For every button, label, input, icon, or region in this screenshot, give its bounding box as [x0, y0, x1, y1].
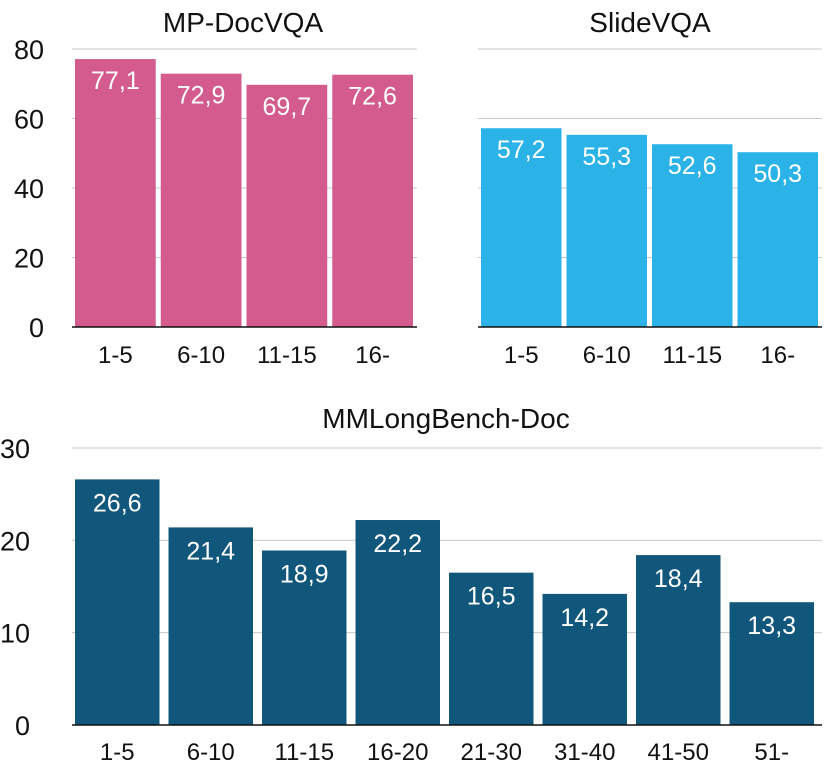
bar [542, 593, 627, 725]
data-label: 52,6 [668, 152, 717, 180]
data-label: 26,6 [93, 489, 142, 517]
data-label: 50,3 [753, 160, 802, 188]
x-tick-label: 31-40 [554, 739, 615, 766]
bar [566, 134, 647, 327]
y-tick-label: 30 [0, 434, 30, 464]
x-tick-label: 16-20 [367, 739, 428, 766]
bar [729, 602, 814, 725]
x-tick-label: 1-5 [100, 739, 135, 766]
bar [246, 84, 328, 327]
data-label: 22,2 [373, 530, 422, 558]
bar [75, 479, 160, 725]
chart-panel-1: SlideVQA 57,2 1-5 55,3 6-10 52,6 11-15 50,3 16- [478, 7, 822, 369]
x-tick-label: 6-10 [177, 342, 225, 369]
x-tick-label: 51- [754, 739, 789, 766]
x-tick-label: 11-15 [257, 342, 317, 369]
data-label: 72,6 [348, 83, 397, 111]
y-tick-label: 40 [14, 174, 44, 204]
x-tick-label: 16- [355, 342, 390, 369]
data-label: 14,2 [560, 604, 609, 632]
y-tick-label: 10 [0, 619, 30, 649]
chart-panel-0: MP-DocVQA 0 20 40 60 80 77,1 1-5 72,9 6-10 69,7 11-… [14, 7, 417, 369]
x-tick-label: 1-5 [98, 342, 133, 369]
bar [160, 73, 242, 327]
y-tick-label: 60 [14, 105, 44, 135]
y-tick-label: 0 [15, 711, 30, 741]
bar [636, 555, 721, 725]
x-tick-label: 1-5 [504, 342, 539, 369]
chart-title: MMLongBench-Doc [322, 403, 569, 434]
bar [652, 144, 733, 327]
x-tick-label: 11-15 [662, 342, 722, 369]
data-label: 77,1 [91, 67, 140, 95]
bar [737, 152, 818, 327]
y-tick-label: 80 [14, 35, 44, 65]
x-tick-label: 41-50 [648, 739, 709, 766]
bar [168, 527, 253, 725]
bar [332, 74, 413, 327]
bar [75, 59, 156, 327]
x-tick-label: 21-30 [461, 739, 522, 766]
bar [481, 128, 562, 327]
y-tick-label: 20 [14, 244, 44, 274]
x-tick-label: 11-15 [274, 739, 334, 766]
data-label: 13,3 [747, 612, 796, 640]
data-label: 72,9 [177, 82, 226, 110]
x-tick-label: 16- [760, 342, 795, 369]
x-tick-label: 6-10 [187, 739, 235, 766]
data-label: 21,4 [186, 537, 235, 565]
bar [355, 520, 440, 725]
data-label: 55,3 [582, 143, 631, 171]
data-label: 18,9 [280, 560, 329, 588]
bar [262, 550, 347, 725]
x-tick-label: 6-10 [583, 342, 631, 369]
data-label: 16,5 [467, 583, 516, 611]
data-label: 18,4 [654, 565, 703, 593]
chart-panel-2: MMLongBench-Doc 0 10 20 30 26,6 1-5 21,4 6-10 18,… [0, 403, 822, 766]
data-label: 57,2 [497, 136, 546, 164]
data-label: 69,7 [263, 93, 312, 121]
bar [449, 572, 534, 725]
chart-title: SlideVQA [589, 7, 711, 38]
y-tick-label: 20 [0, 526, 30, 556]
chart-title: MP-DocVQA [163, 7, 324, 38]
y-tick-label: 0 [29, 313, 44, 343]
